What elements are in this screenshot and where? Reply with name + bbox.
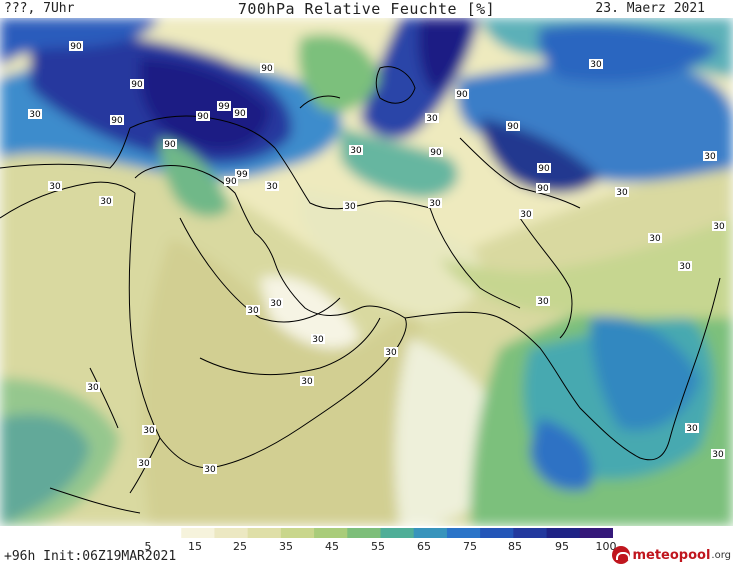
- logo-text: meteopool: [632, 547, 711, 563]
- contour-label: 30: [266, 182, 278, 192]
- contour-label: 30: [350, 146, 362, 156]
- legend-swatch: [247, 528, 282, 538]
- humidity-map: 90 90 90 90 99 90 90 90 99 90 90 90 90 9…: [0, 18, 733, 526]
- contour-label: 30: [385, 348, 397, 358]
- legend-swatch: [314, 528, 348, 538]
- contour-label: 30: [138, 459, 150, 469]
- legend-tick: 95: [555, 540, 569, 553]
- contour-label: 30: [679, 262, 691, 272]
- contour-label: 99: [218, 102, 230, 112]
- contour-label: 30: [204, 465, 216, 475]
- legend-tick: 75: [463, 540, 477, 553]
- contour-label: 30: [312, 335, 324, 345]
- legend-swatch: [181, 528, 215, 538]
- contour-label: 30: [713, 222, 725, 232]
- legend-tick: 100: [595, 540, 617, 553]
- contour-label: 90: [261, 64, 273, 74]
- contour-label: 30: [29, 110, 41, 120]
- legend-tick: 25: [233, 540, 247, 553]
- contour-label: 90: [70, 42, 82, 52]
- legend-swatch: [280, 528, 315, 538]
- contour-label: 30: [100, 197, 112, 207]
- contour-label: 30: [247, 306, 259, 316]
- forecast-time-label: ???, 7Uhr: [4, 1, 75, 16]
- color-legend-bar: [148, 528, 613, 538]
- contour-label: 90: [197, 112, 209, 122]
- contour-label: 30: [537, 297, 549, 307]
- contour-label: 30: [649, 234, 661, 244]
- contour-labels: 90 90 90 90 99 90 90 90 99 90 90 90 90 9…: [28, 41, 726, 475]
- contour-label: 90: [131, 80, 143, 90]
- contour-label: 30: [686, 424, 698, 434]
- legend-tick: 5: [144, 540, 152, 553]
- contour-label: 30: [520, 210, 532, 220]
- contour-label: 30: [270, 299, 282, 309]
- legend-tick: 45: [325, 540, 339, 553]
- legend-tick: 65: [417, 540, 431, 553]
- contour-label: 30: [49, 182, 61, 192]
- contour-label: 90: [164, 140, 176, 150]
- legend-swatch: [513, 528, 548, 538]
- contour-label: 30: [344, 202, 356, 212]
- legend-end-arrow: [603, 528, 613, 538]
- legend-swatch: [380, 528, 415, 538]
- contour-label: 90: [234, 109, 246, 119]
- meteopool-logo[interactable]: meteopool .org: [612, 545, 731, 565]
- contour-label: 90: [507, 122, 519, 132]
- legend-swatch: [579, 528, 613, 538]
- legend-swatch: [413, 528, 448, 538]
- logo-icon: [612, 546, 631, 564]
- legend-swatch: [148, 528, 182, 538]
- contour-label: 90: [538, 164, 550, 174]
- contour-label: 90: [430, 148, 442, 158]
- contour-label: 90: [225, 177, 237, 187]
- contour-label: 30: [704, 152, 716, 162]
- contour-label: 90: [111, 116, 123, 126]
- contour-label: 30: [590, 60, 602, 70]
- contour-label: 30: [426, 114, 438, 124]
- contour-label: 30: [616, 188, 628, 198]
- legend-swatch: [446, 528, 481, 538]
- contour-label: 30: [301, 377, 313, 387]
- legend-tick: 35: [279, 540, 293, 553]
- valid-date: 23. Maerz 2021: [595, 1, 705, 16]
- contour-label: 30: [87, 383, 99, 393]
- legend-tick: 55: [371, 540, 385, 553]
- contour-label: 90: [537, 184, 549, 194]
- legend-tick: 15: [188, 540, 202, 553]
- legend-swatch: [214, 528, 249, 538]
- legend-swatch: [480, 528, 514, 538]
- legend-tick: 85: [508, 540, 522, 553]
- humidity-field: [0, 18, 733, 526]
- legend-swatch: [347, 528, 381, 538]
- contour-label: 30: [143, 426, 155, 436]
- contour-label: 99: [236, 170, 248, 180]
- legend-ticks: 5 15 25 35 45 55 65 75 85 95 100: [0, 540, 733, 554]
- contour-label: 90: [456, 90, 468, 100]
- forecast-init-label: +96h Init:06Z19MAR2021: [4, 549, 177, 564]
- legend-swatch: [546, 528, 581, 538]
- contour-label: 30: [712, 450, 724, 460]
- logo-suffix: .org: [711, 549, 731, 561]
- map-title: 700hPa Relative Feuchte [%]: [237, 0, 496, 18]
- contour-label: 30: [429, 199, 441, 209]
